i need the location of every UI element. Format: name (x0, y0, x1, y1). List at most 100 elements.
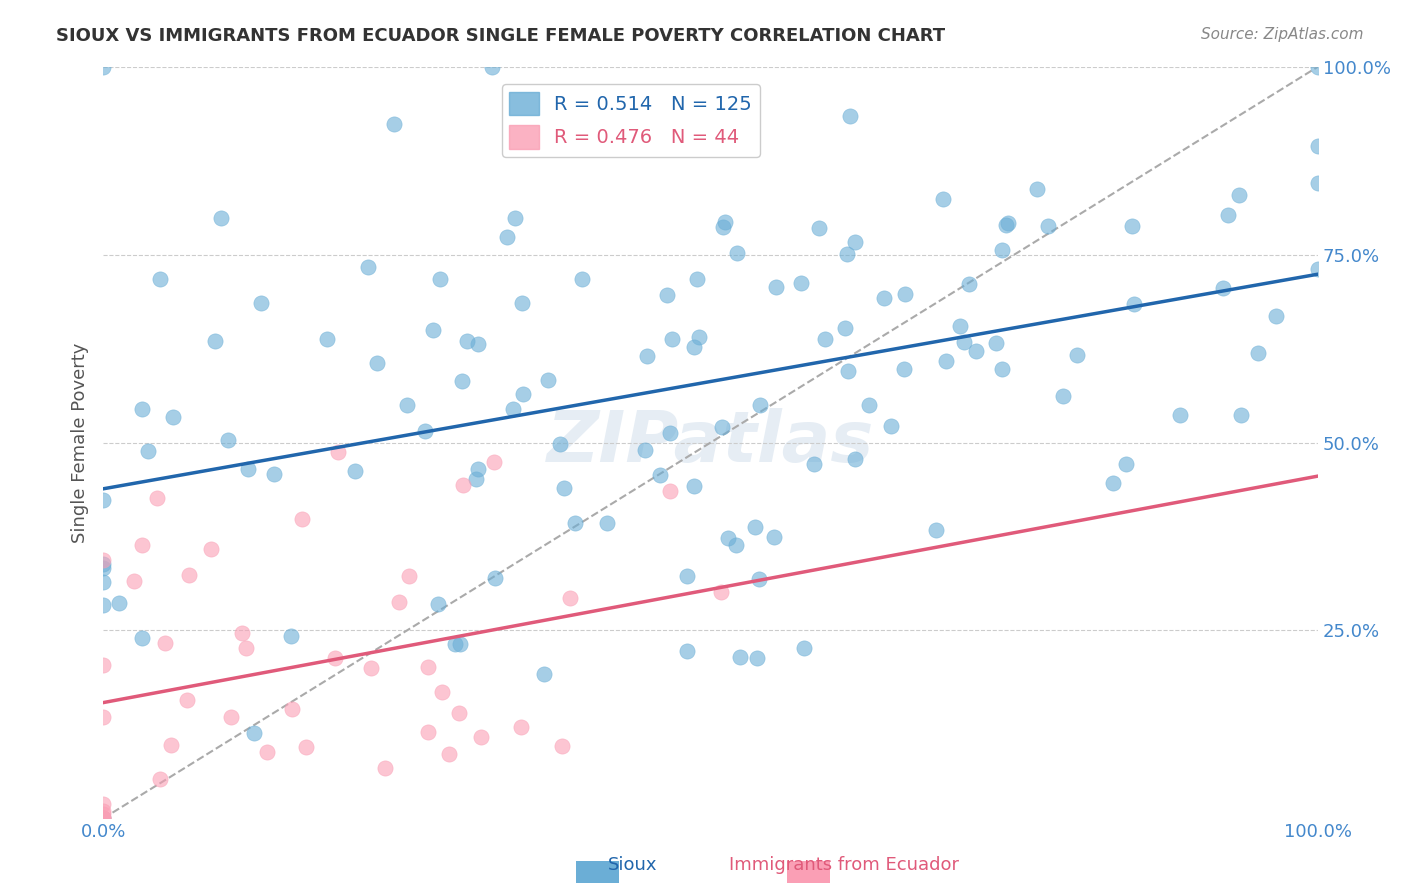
Point (834, 321, 856, 335)
Point (949, 318, 972, 333)
Point (131, 632, 153, 646)
Point (467, 337, 489, 351)
Point (432, 685, 454, 699)
Point (422, 323, 444, 337)
Point (659, 484, 682, 499)
Point (1052, 389, 1074, 403)
Point (281, 702, 304, 716)
Point (323, 651, 346, 665)
Point (1308, 139, 1330, 153)
Point (512, 386, 534, 401)
Point (382, 117, 405, 131)
Point (894, 287, 917, 301)
Point (418, 660, 440, 674)
Point (683, 479, 706, 493)
Point (765, 279, 787, 293)
Point (136, 443, 159, 458)
Point (91, 599, 114, 613)
Point (366, 356, 388, 370)
Point (107, 596, 129, 610)
Point (682, 340, 704, 354)
Point (1038, 219, 1060, 234)
Point (1247, 346, 1270, 360)
Point (957, 277, 980, 291)
Point (1264, 309, 1286, 323)
Point (893, 361, 915, 376)
Point (1170, 409, 1192, 423)
Point (91, 812, 114, 826)
Point (91, 574, 114, 589)
Point (395, 398, 418, 412)
Point (1066, 348, 1088, 362)
Point (263, 467, 285, 481)
Point (176, 692, 198, 706)
Point (991, 362, 1014, 376)
Point (291, 512, 314, 526)
Point (426, 597, 449, 611)
Y-axis label: Single Female Poverty: Single Female Poverty (72, 343, 89, 542)
Point (745, 651, 768, 665)
Point (503, 211, 526, 225)
Point (991, 243, 1014, 257)
Point (725, 245, 748, 260)
Text: Source: ZipAtlas.com: Source: ZipAtlas.com (1201, 27, 1364, 42)
Point (437, 747, 460, 762)
Point (360, 661, 382, 675)
Point (122, 574, 145, 588)
Point (91, 558, 114, 572)
Point (447, 706, 470, 721)
Text: Immigrants from Ecuador: Immigrants from Ecuador (728, 856, 959, 874)
Text: ZIPatlas: ZIPatlas (547, 408, 875, 477)
Point (91, 812, 114, 826)
Point (153, 636, 176, 650)
Point (952, 335, 974, 350)
Point (880, 418, 903, 433)
Point (91, 807, 114, 822)
Point (91, 657, 114, 672)
Point (725, 538, 748, 552)
Point (711, 419, 734, 434)
Point (548, 437, 571, 451)
Point (470, 730, 492, 744)
Point (510, 296, 533, 310)
Point (655, 288, 678, 302)
Point (91, 561, 114, 575)
Point (200, 542, 222, 557)
Point (467, 462, 489, 476)
Point (873, 291, 896, 305)
Point (295, 739, 318, 754)
Point (388, 595, 411, 609)
Point (560, 591, 582, 605)
Point (533, 666, 555, 681)
Point (844, 235, 866, 249)
Point (91, 710, 114, 724)
Point (510, 720, 533, 734)
Point (762, 531, 785, 545)
Point (1115, 457, 1137, 471)
Point (159, 738, 181, 752)
Point (984, 335, 1007, 350)
Point (91, 812, 114, 826)
Point (326, 445, 349, 459)
Text: SIOUX VS IMMIGRANTS FROM ECUADOR SINGLE FEMALE POVERTY CORRELATION CHART: SIOUX VS IMMIGRANTS FROM ECUADOR SINGLE … (56, 27, 945, 45)
Point (91, 493, 114, 508)
Point (236, 462, 259, 476)
Point (925, 523, 948, 537)
Point (256, 745, 278, 759)
Point (659, 425, 682, 440)
Point (837, 363, 859, 377)
Point (451, 478, 474, 492)
Point (1308, 177, 1330, 191)
Point (316, 332, 339, 346)
Point (749, 398, 772, 412)
Point (648, 468, 671, 483)
Point (807, 220, 830, 235)
Point (838, 109, 860, 123)
Point (676, 568, 699, 582)
Point (217, 434, 239, 448)
Point (357, 260, 380, 275)
Point (235, 641, 257, 656)
Point (209, 211, 232, 225)
Point (219, 710, 242, 724)
Point (1230, 408, 1253, 422)
